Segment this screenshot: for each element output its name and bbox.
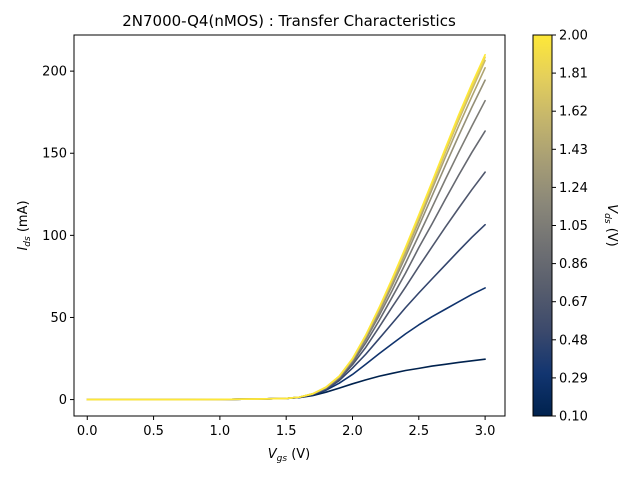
x-axis-label-sub: gs — [277, 454, 288, 464]
colorbar-tick-label: 2.00 — [559, 29, 588, 44]
colorbar-tick-label: 1.62 — [559, 105, 588, 120]
plot-area — [73, 34, 506, 417]
colorbar-tick-label: 0.86 — [559, 257, 588, 272]
x-axis-label-main: V — [268, 447, 278, 462]
y-tick-label: 200 — [42, 65, 67, 80]
series-line-vds-2.00 — [86, 53, 486, 401]
y-axis: 0 50 100 150 200 — [42, 65, 74, 408]
plot-frame — [73, 34, 506, 417]
y-axis-label-unit: (mA) — [16, 200, 31, 236]
x-tick-label: 1.5 — [276, 424, 297, 439]
colorbar-label-unit: (V) — [604, 224, 619, 247]
colorbar-tick-label: 1.05 — [559, 219, 588, 234]
colorbar-tick-label: 1.43 — [559, 143, 588, 158]
x-tick-label: 2.0 — [342, 424, 363, 439]
x-tick-label: 0.0 — [77, 424, 98, 439]
x-tick-label: 1.0 — [210, 424, 231, 439]
x-tick-label: 0.5 — [143, 424, 164, 439]
colorbar-label-main: V — [604, 204, 619, 214]
colorbar-tick-label: 0.48 — [559, 333, 588, 348]
y-axis-label-main: I — [16, 247, 31, 251]
x-axis-label-unit: (V) — [287, 447, 310, 462]
y-tick-label: 100 — [42, 229, 67, 244]
colorbar-label: Vds (V) — [602, 204, 619, 246]
x-axis-label: Vgs (V) — [268, 447, 310, 464]
colorbar-label-sub: ds — [602, 213, 612, 224]
colorbar-tick-label: 0.29 — [559, 371, 588, 386]
series-lines — [86, 53, 486, 401]
y-tick-label: 150 — [42, 147, 67, 162]
colorbar-ticks: 0.10 0.29 0.48 0.67 0.86 1.05 1.24 1.43 1.62 1.81… — [552, 29, 588, 425]
colorbar-tick-label: 1.81 — [559, 67, 588, 82]
colorbar-tick-label: 0.10 — [559, 410, 588, 425]
colorbar-tick-label: 1.24 — [559, 181, 588, 196]
x-tick-label: 3.0 — [475, 424, 496, 439]
x-tick-label: 2.5 — [408, 424, 429, 439]
colorbar-gradient — [533, 35, 552, 416]
y-axis-label-sub: ds — [23, 236, 33, 247]
y-axis-label: Ids (mA) — [16, 200, 33, 250]
y-tick-label: 0 — [59, 393, 67, 408]
colorbar-tick-label: 0.67 — [559, 295, 588, 310]
x-axis: 0.0 0.5 1.0 1.5 2.0 2.5 3.0 — [77, 416, 496, 439]
plot-background — [74, 35, 505, 416]
chart-title: 2N7000-Q4(nMOS) : Transfer Characteristi… — [122, 12, 456, 30]
y-tick-label: 50 — [50, 311, 67, 326]
colorbar: 0.10 0.29 0.48 0.67 0.86 1.05 1.24 1.43 1.62 1.81… — [532, 29, 588, 425]
